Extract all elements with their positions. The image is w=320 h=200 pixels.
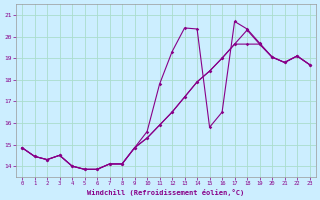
X-axis label: Windchill (Refroidissement éolien,°C): Windchill (Refroidissement éolien,°C) (87, 189, 244, 196)
